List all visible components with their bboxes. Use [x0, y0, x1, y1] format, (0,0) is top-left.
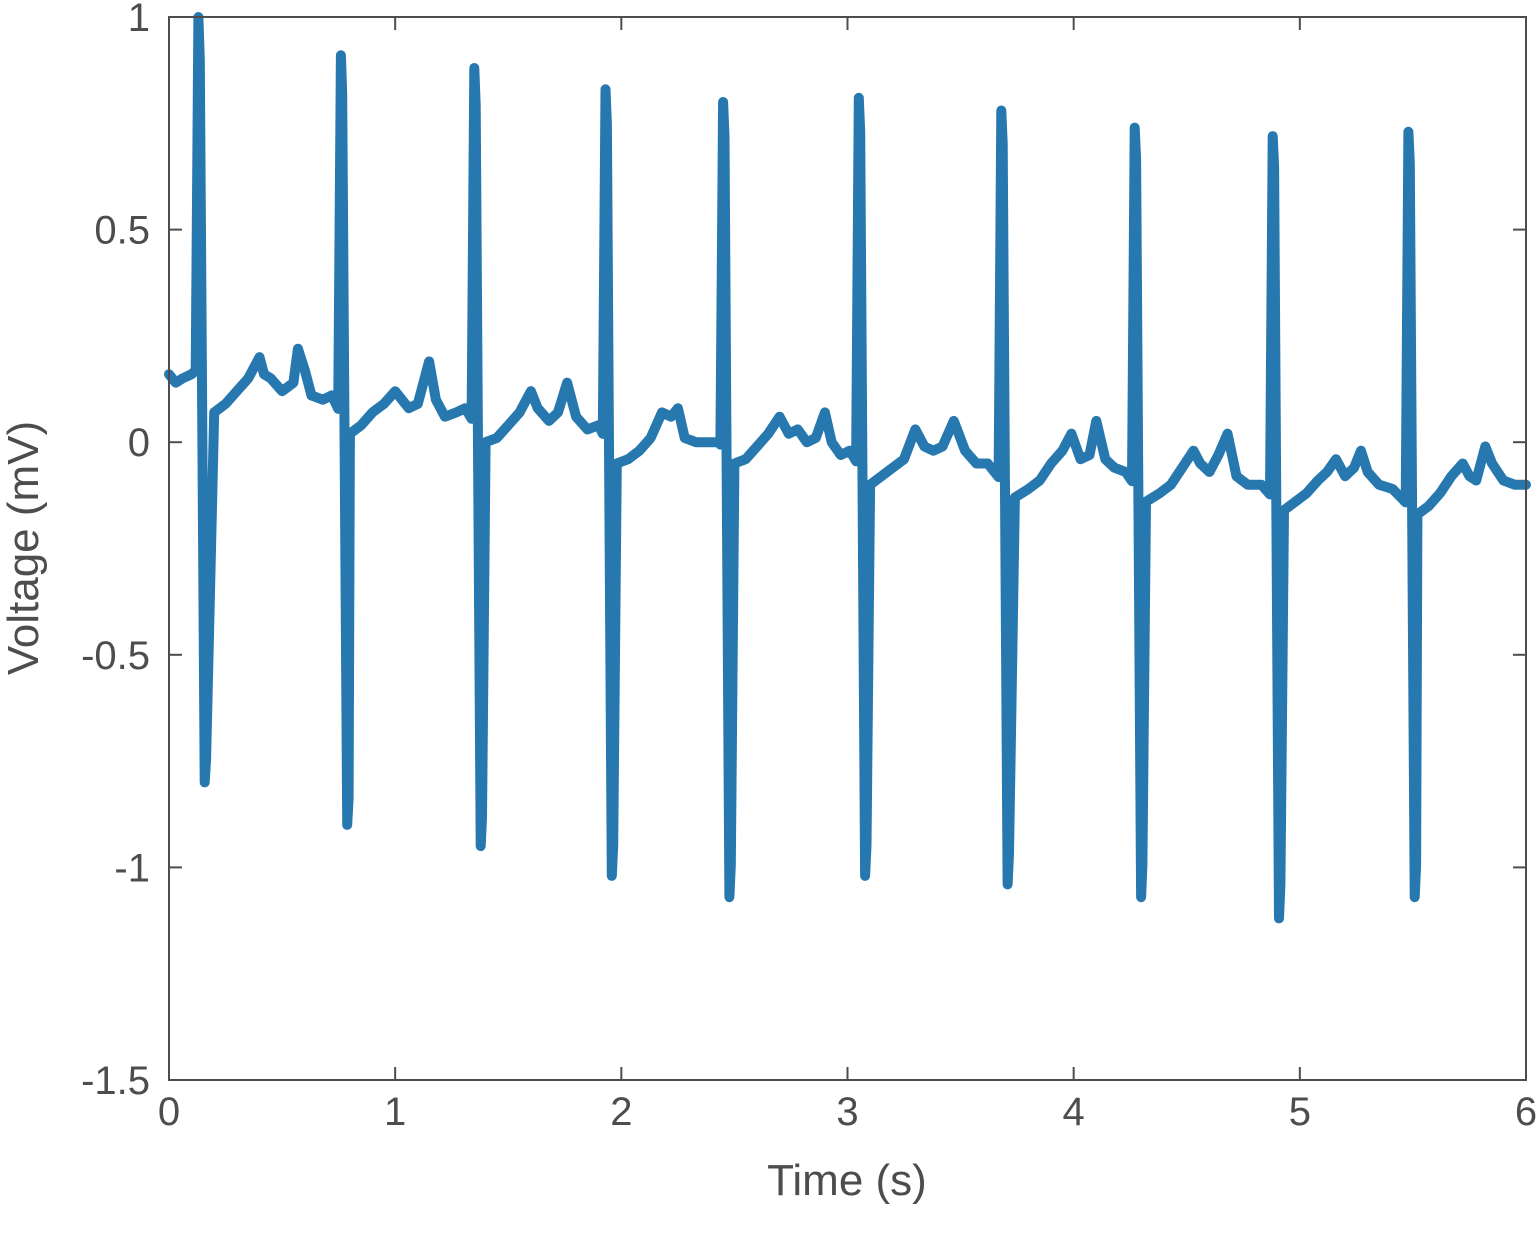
y-tick-label: 1: [128, 0, 150, 40]
x-tick-label: 3: [836, 1090, 858, 1134]
x-tick-label: 2: [610, 1090, 632, 1134]
y-tick-label: 0.5: [94, 209, 150, 253]
x-tick-label: 0: [158, 1090, 180, 1134]
x-tick-label: 5: [1289, 1090, 1311, 1134]
y-tick-label: -1: [114, 846, 150, 890]
y-tick-label: 0: [128, 421, 150, 465]
tick-labels: 0 1 2 3 4 5 6 -1.5 -1 -0.5 0 0.5 1: [81, 0, 1537, 1134]
plot-area: [169, 17, 1526, 1080]
x-tick-label: 6: [1515, 1090, 1537, 1134]
y-tick-label: -1.5: [81, 1059, 150, 1103]
y-axis-label: Voltage (mV): [0, 421, 48, 675]
x-tick-label: 4: [1063, 1090, 1085, 1134]
voltage-series-line: [164, 12, 1531, 924]
y-tick-label: -0.5: [81, 634, 150, 678]
x-tick-label: 1: [384, 1090, 406, 1134]
x-axis-label: Time (s): [767, 1156, 927, 1205]
axes-box: [168, 16, 1527, 1081]
